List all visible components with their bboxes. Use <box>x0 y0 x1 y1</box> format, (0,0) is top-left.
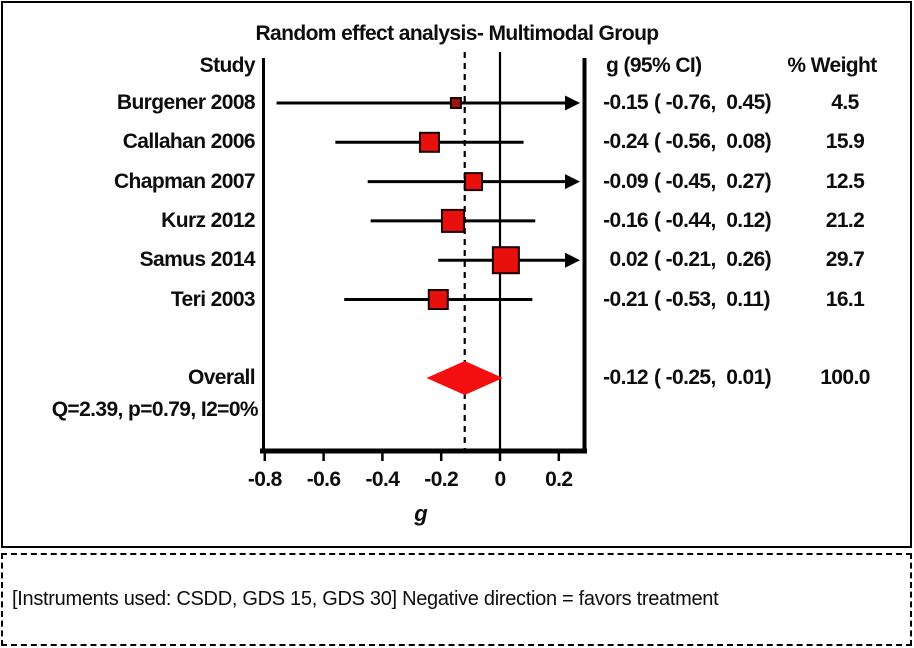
x-tick-label: -0.8 <box>248 468 283 491</box>
heterogeneity-text: Q=2.39, p=0.79, I2=0% <box>51 398 259 421</box>
ci-arrow-icon <box>565 95 580 111</box>
effect-estimate: -0.21 <box>603 287 648 311</box>
col-header-weight: % Weight <box>787 54 877 77</box>
footer-note: [Instruments used: CSDD, GDS 15, GDS 30]… <box>12 588 719 610</box>
effect-marker <box>491 246 520 275</box>
effect-estimate: -0.09 <box>603 169 648 193</box>
study-label: Samus 2014 <box>139 248 256 272</box>
weight-value: 29.7 <box>825 248 865 272</box>
overall-estimate: -0.12 <box>603 366 648 389</box>
study-label: Burgener 2008 <box>116 91 256 114</box>
col-header-effect: g (95% CI) <box>606 54 702 77</box>
weight-value: 16.1 <box>825 287 865 311</box>
study-label: Callahan 2006 <box>122 130 256 154</box>
chart-title: Random effect analysis- Multimodal Group <box>255 22 659 45</box>
effect-marker <box>427 289 449 310</box>
weight-value: 21.2 <box>825 208 865 232</box>
col-header-study: Study <box>199 54 256 77</box>
effect-marker <box>440 208 465 233</box>
weight-value: 4.5 <box>831 91 859 114</box>
weight-value: 12.5 <box>825 169 865 193</box>
x-tick-label: -0.2 <box>424 468 458 491</box>
x-axis-label: g <box>413 501 428 526</box>
ci-arrow-icon <box>565 174 580 190</box>
ci-arrow-icon <box>565 252 580 268</box>
forest-plot-svg: -0.8 -0.6 -0.4 -0.2 0 0.2 g <box>248 52 587 526</box>
effect-marker <box>449 97 462 109</box>
effect-estimate: -0.24 <box>603 130 648 154</box>
x-tick-label: 0.2 <box>545 468 572 491</box>
overall-ci: ( -0.25, 0.01) <box>654 366 772 389</box>
x-tick-label: 0 <box>494 468 505 491</box>
overall-diamond <box>426 361 503 395</box>
weight-value: 15.9 <box>825 130 865 154</box>
overall-weight: 100.0 <box>820 366 870 389</box>
study-label: Chapman 2007 <box>113 169 256 193</box>
x-tick-label: -0.6 <box>307 468 341 491</box>
effect-marker <box>418 131 440 153</box>
effect-ci: ( -0.76, 0.45) <box>654 91 772 114</box>
effect-ci: ( -0.21, 0.26) <box>654 248 772 272</box>
effect-ci: ( -0.45, 0.27) <box>654 169 772 193</box>
effect-estimate: -0.15 <box>603 91 648 114</box>
study-label: Teri 2003 <box>170 287 256 311</box>
effect-estimate: 0.02 <box>609 248 649 272</box>
effect-ci: ( -0.53, 0.11) <box>654 287 771 311</box>
forest-plot-figure: -0.8 -0.6 -0.4 -0.2 0 0.2 g Random effect anal… <box>1 1 912 548</box>
footer-note-box: [Instruments used: CSDD, GDS 15, GDS 30]… <box>1 553 912 646</box>
overall-label: Overall <box>187 366 256 389</box>
effect-estimate: -0.16 <box>603 208 648 232</box>
effect-ci: ( -0.56, 0.08) <box>654 130 772 154</box>
effect-marker <box>464 172 484 192</box>
effect-ci: ( -0.44, 0.12) <box>654 208 772 232</box>
x-tick-label: -0.4 <box>366 468 401 491</box>
study-label: Kurz 2012 <box>161 208 255 232</box>
